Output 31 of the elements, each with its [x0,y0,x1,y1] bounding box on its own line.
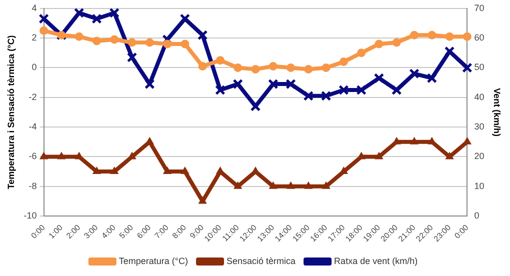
y2-tick-label: 60 [474,32,484,43]
x-tick-label: 8:00 [170,222,188,240]
legend-label: Ratxa de vent (km/h) [334,256,418,266]
y2-tick-label: 70 [474,2,484,13]
x-tick-label: 0:00 [452,222,471,240]
y-tick-label: 4 [32,2,37,13]
y2-tick-label: 10 [474,180,484,191]
y-tick-label: 0 [32,62,37,72]
y2-tick-label: 0 [474,210,480,221]
y2-axis-title: Vent (km/h) [492,88,502,136]
y-tick-label: -2 [28,92,37,102]
x-tick-label: 4:00 [100,222,118,240]
x-tick-label: 6:00 [135,222,154,240]
y2-tick-label: 20 [474,151,484,162]
y2-tick-label: 30 [474,122,484,132]
x-tick-label: 1:00 [47,222,65,240]
y-tick-label: 2 [32,32,37,43]
y2-tick-label: 50 [474,62,484,72]
y-tick-label: -4 [28,122,37,132]
y-tick-label: -10 [24,210,37,221]
legend-label: Sensació tèrmica [226,256,296,266]
x-tick-label: 7:00 [152,222,171,240]
x-tick-label: 0:00 [29,222,48,240]
y-tick-label: -8 [28,180,37,191]
y2-tick-label: 40 [474,92,484,102]
x-tick-label: 5:00 [118,222,136,240]
x-tick-label: 9:00 [188,222,206,240]
x-tick-label: 3:00 [82,222,100,240]
legend-label: Temperatura (°C) [118,256,188,266]
y-axis-title: Temperatura i Sensació tèrmica (°C) [6,35,16,190]
y-tick-label: -6 [28,151,37,162]
